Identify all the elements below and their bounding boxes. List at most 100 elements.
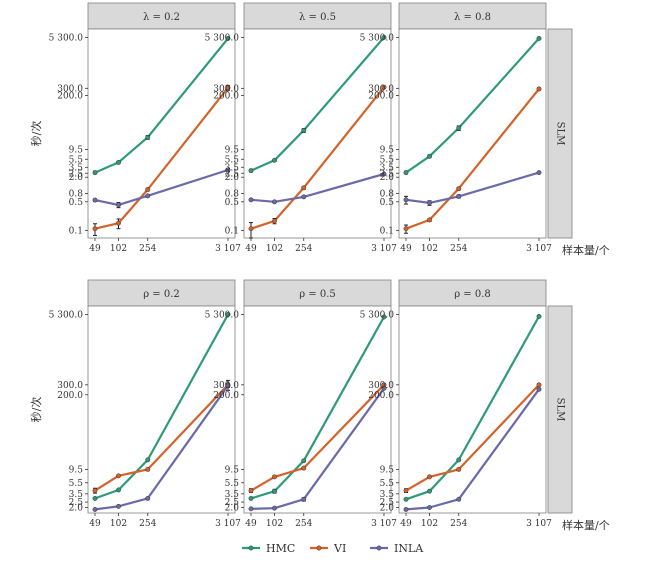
series-line-hmc	[405, 37, 540, 174]
data-point-inla	[145, 495, 151, 501]
data-point-hmc	[403, 496, 409, 502]
data-point-inla	[116, 202, 121, 208]
y-tick-label: 2.5	[69, 498, 84, 508]
data-point-hmc	[145, 134, 151, 140]
x-tick-label: 49	[400, 244, 412, 254]
data-point-inla	[301, 194, 307, 200]
panel-strip	[398, 279, 547, 307]
data-point-vi	[272, 218, 277, 224]
panel-strip	[87, 2, 236, 30]
y-tick-label: 0.8	[380, 189, 395, 199]
data-point-inla	[272, 199, 277, 205]
series-line-inla	[94, 385, 229, 511]
series-line-inla	[405, 171, 540, 204]
x-tick-label: 102	[266, 519, 283, 529]
x-tick-label: 254	[450, 244, 467, 254]
data-point-inla	[403, 506, 409, 512]
panel-title: ρ = 0.8	[454, 289, 491, 300]
series-line-hmc	[94, 313, 229, 500]
data-point-hmc	[225, 312, 231, 317]
x-tick-label: 3 107	[371, 519, 397, 529]
data-point-vi	[536, 86, 542, 92]
data-point-inla	[248, 197, 254, 203]
y-tick-label: 2.5	[380, 498, 395, 508]
panel-title: ρ = 0.5	[299, 289, 336, 300]
y-tick-label: 9.5	[225, 465, 240, 475]
facet-strip-label: SLM	[555, 122, 566, 146]
y-tick-label: 2.0	[69, 504, 84, 514]
data-point-vi	[272, 474, 277, 480]
y-tick-label: 5.5	[225, 155, 240, 165]
panel-title: λ = 0.5	[299, 12, 336, 23]
y-tick-label: 2.5	[380, 169, 395, 179]
data-point-inla	[456, 193, 462, 199]
y-tick-label: 200.0	[368, 92, 394, 102]
y-tick-label: 2.5	[225, 498, 240, 508]
panel-area	[398, 305, 547, 514]
y-tick-label: 2.5	[225, 169, 240, 179]
data-point-hmc	[381, 314, 387, 320]
data-point-vi	[145, 187, 151, 192]
data-point-vi	[116, 220, 121, 226]
data-point-inla	[248, 506, 254, 512]
data-point-hmc	[92, 495, 98, 501]
y-tick-label: 9.5	[380, 146, 395, 156]
y-tick-label: 3.5	[380, 163, 395, 173]
data-point-vi	[92, 226, 98, 232]
x-axis-title: 样本量/个	[562, 243, 610, 257]
legend-label-hmc: HMC	[266, 542, 295, 555]
facet-strip	[547, 305, 573, 514]
series-line-hmc	[94, 37, 229, 174]
series-line-vi	[250, 384, 385, 492]
y-tick-label: 0.8	[225, 189, 240, 199]
data-point-inla	[381, 385, 387, 391]
x-tick-label: 49	[400, 519, 412, 529]
panel-title: ρ = 0.2	[143, 289, 180, 300]
y-tick-label: 2.5	[69, 169, 84, 179]
data-point-inla	[381, 171, 387, 177]
data-point-inla	[145, 193, 151, 199]
series-line-vi	[405, 384, 540, 492]
y-tick-label: 5.5	[380, 479, 395, 489]
data-point-hmc	[116, 487, 121, 493]
data-point-vi	[427, 217, 432, 223]
data-point-inla	[456, 496, 462, 502]
y-tick-label: 0.5	[225, 198, 240, 208]
y-tick-label: 3.5	[69, 163, 84, 173]
y-tick-label: 200.0	[57, 391, 83, 401]
x-tick-label: 102	[110, 244, 127, 254]
x-tick-label: 254	[450, 519, 467, 529]
y-tick-label: 200.0	[368, 391, 394, 401]
data-point-hmc	[456, 125, 462, 131]
legend-label-inla: INLA	[394, 542, 424, 555]
data-point-vi	[145, 466, 151, 472]
data-point-inla	[225, 167, 231, 173]
panel-area	[398, 28, 547, 239]
data-point-inla	[225, 383, 231, 389]
data-point-vi	[301, 465, 307, 471]
x-tick-label: 254	[295, 519, 312, 529]
facet-strip-label: SLM	[555, 398, 566, 422]
y-tick-label: 300.0	[368, 84, 394, 94]
y-tick-label: 3.5	[225, 490, 240, 500]
y-tick-label: 5 300.0	[360, 33, 395, 43]
data-point-hmc	[248, 168, 254, 174]
y-tick-label: 5 300.0	[205, 33, 240, 43]
data-point-vi	[403, 226, 409, 232]
data-point-hmc	[225, 35, 231, 41]
data-point-inla	[536, 170, 542, 176]
data-point-vi	[403, 488, 409, 494]
y-tick-label: 0.1	[225, 226, 239, 236]
data-point-hmc	[381, 34, 387, 40]
panel-title: λ = 0.2	[143, 12, 180, 23]
panel-title: λ = 0.8	[454, 12, 491, 23]
legend-label-vi: VI	[333, 542, 346, 555]
series-line-hmc	[405, 315, 540, 501]
y-tick-label: 300.0	[57, 84, 83, 94]
y-tick-label: 5 300.0	[49, 33, 84, 43]
y-tick-label: 2.0	[225, 504, 240, 514]
y-tick-label: 200.0	[57, 92, 83, 102]
panel-area	[243, 28, 392, 239]
data-point-inla	[427, 200, 432, 206]
data-point-hmc	[536, 35, 542, 41]
